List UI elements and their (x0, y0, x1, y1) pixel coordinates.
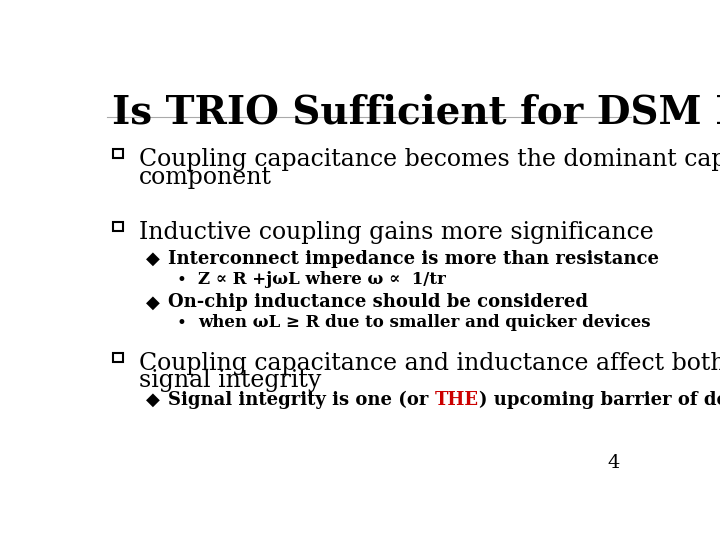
Text: Z ∝ R +jωL where ω ∝  1/tr: Z ∝ R +jωL where ω ∝ 1/tr (198, 271, 446, 288)
Text: signal integrity: signal integrity (139, 369, 321, 393)
FancyBboxPatch shape (114, 149, 124, 158)
Text: ◆: ◆ (145, 391, 160, 409)
Text: •: • (176, 271, 186, 288)
Text: 4: 4 (608, 454, 620, 472)
Text: •: • (176, 314, 186, 332)
FancyBboxPatch shape (114, 353, 124, 362)
Text: On-chip inductance should be considered: On-chip inductance should be considered (168, 294, 588, 312)
Text: Signal integrity is one (or: Signal integrity is one (or (168, 391, 435, 409)
Text: ◆: ◆ (145, 294, 160, 312)
Text: Coupling capacitance and inductance affect both delay and: Coupling capacitance and inductance affe… (139, 352, 720, 375)
Text: ) upcoming barrier of design closure: ) upcoming barrier of design closure (479, 391, 720, 409)
Text: THE: THE (435, 391, 479, 409)
FancyBboxPatch shape (114, 222, 124, 231)
Text: Is TRIO Sufficient for DSM Design?: Is TRIO Sufficient for DSM Design? (112, 94, 720, 132)
Text: Inductive coupling gains more significance: Inductive coupling gains more significan… (139, 221, 654, 244)
Text: Coupling capacitance becomes the dominant capacitance: Coupling capacitance becomes the dominan… (139, 148, 720, 171)
Text: Interconnect impedance is more than resistance: Interconnect impedance is more than resi… (168, 250, 659, 268)
Text: component: component (139, 166, 272, 188)
Text: when ωL ≥ R due to smaller and quicker devices: when ωL ≥ R due to smaller and quicker d… (198, 314, 650, 331)
Text: ◆: ◆ (145, 250, 160, 268)
